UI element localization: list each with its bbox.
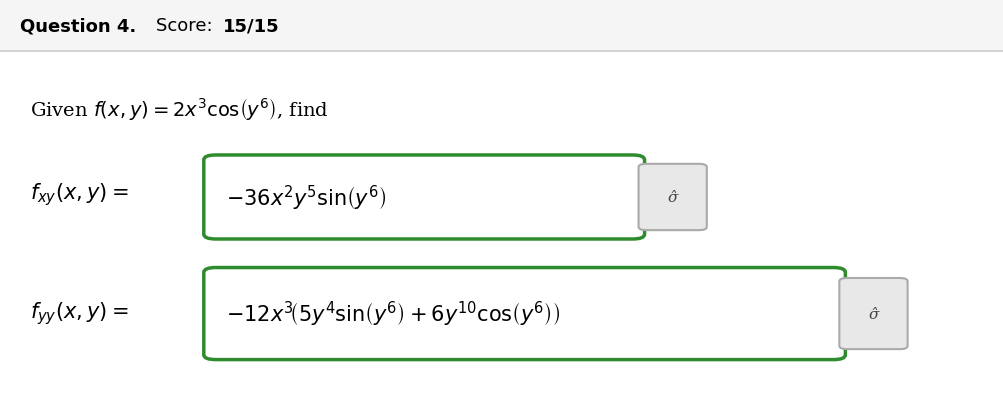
Text: $f_{yy}(x, y) =$: $f_{yy}(x, y) =$ (30, 300, 128, 326)
Text: Question 4.: Question 4. (20, 17, 136, 35)
Text: $-12x^3\!\left(5y^4\sin\!\left(y^6\right) + 6y^{10}\cos\!\left(y^6\right)\right): $-12x^3\!\left(5y^4\sin\!\left(y^6\right… (226, 299, 560, 328)
FancyBboxPatch shape (204, 156, 644, 239)
Text: σ̂: σ̂ (667, 190, 677, 205)
Text: Score:: Score: (155, 17, 218, 35)
Text: 15/15: 15/15 (223, 17, 279, 35)
Text: Given $f(x, y) = 2x^3\cos\!\left(y^6\right)$, find: Given $f(x, y) = 2x^3\cos\!\left(y^6\rig… (30, 95, 329, 121)
FancyBboxPatch shape (204, 268, 845, 360)
Text: $f_{xy}(x, y) =$: $f_{xy}(x, y) =$ (30, 181, 128, 208)
Text: σ̂: σ̂ (868, 307, 878, 321)
Text: $-36x^2y^5\sin\!\left(y^6\right)$: $-36x^2y^5\sin\!\left(y^6\right)$ (226, 183, 386, 212)
FancyBboxPatch shape (839, 278, 907, 349)
FancyBboxPatch shape (0, 0, 1003, 52)
FancyBboxPatch shape (638, 164, 706, 231)
